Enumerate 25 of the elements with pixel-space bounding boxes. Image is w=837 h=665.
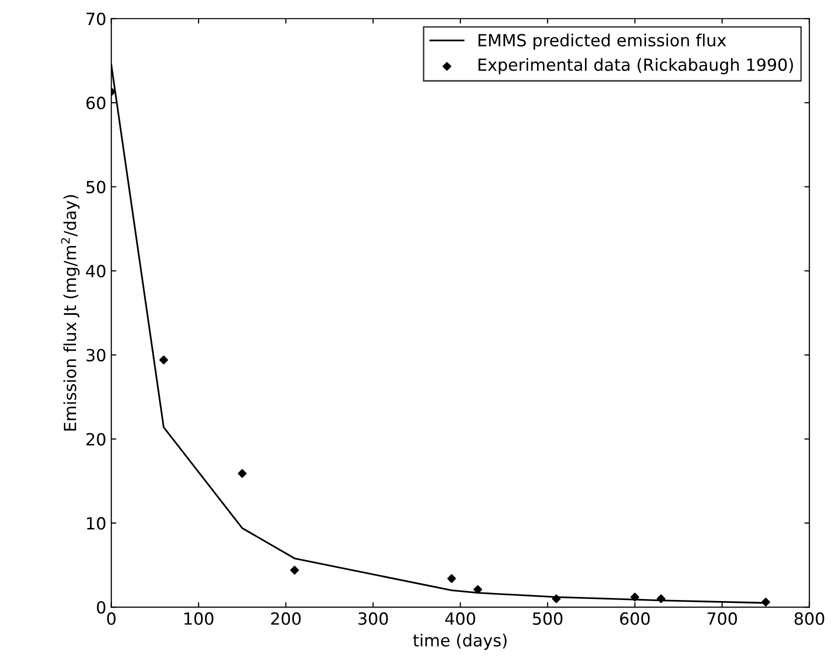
y-tick-label: 10: [87, 517, 106, 530]
x-tick-label: 200: [271, 612, 301, 625]
y-tick-label: 40: [86, 264, 106, 278]
x-tick-label: 500: [532, 612, 562, 625]
y-tick-label: 60: [86, 96, 106, 110]
legend-label: Experimental data (Rickabaugh 1990): [478, 58, 793, 74]
point: [290, 566, 299, 575]
y-axis-title: Emission flux Jt (mg/m$^{2}$/day): [61, 195, 80, 430]
y-tick-label: 70: [86, 12, 106, 26]
legend-label: EMMS predicted emission flux: [478, 34, 726, 50]
x-axis-title: time (days): [413, 634, 507, 650]
y-tick-label: 30: [86, 348, 106, 362]
x-tick-label: 700: [708, 612, 737, 625]
y-tick-label: 50: [86, 180, 106, 194]
x-tick-label: 0: [107, 612, 116, 625]
y-tick-label: 0: [96, 601, 106, 614]
point: [238, 469, 247, 478]
point: [159, 356, 168, 364]
y-tick-label: 20: [86, 432, 106, 446]
x-tick-label: 600: [620, 612, 650, 625]
x-tick-label: 400: [445, 612, 476, 625]
point: [447, 574, 456, 583]
x-tick-label: 100: [184, 612, 214, 625]
x-tick-label: 300: [358, 612, 388, 625]
x-tick-label: 800: [794, 612, 824, 625]
